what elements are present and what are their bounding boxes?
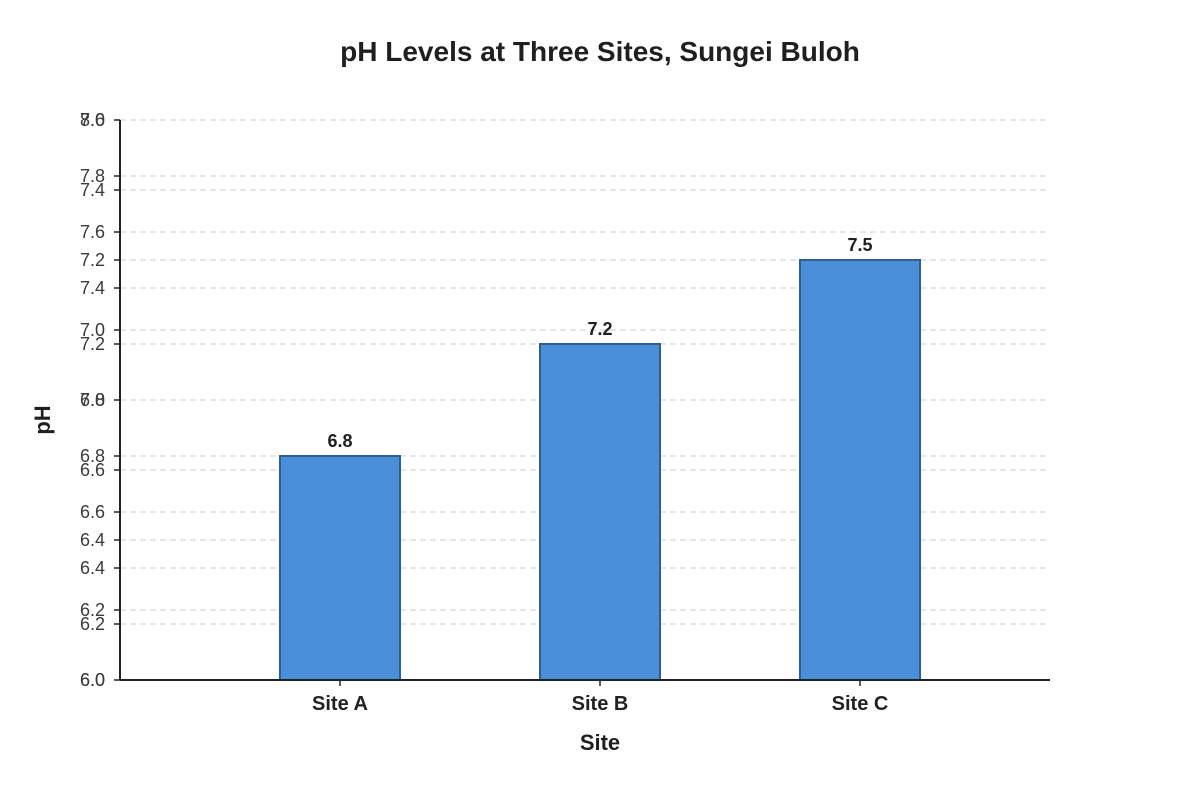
y-tick-label: 7.0 [80,390,105,410]
bars [279,259,921,681]
y-tick-label: 6.8 [80,390,105,410]
y-tick-label: 6.4 [80,558,105,578]
data-label: 6.8 [327,431,352,451]
y-tick-label: 6.2 [80,614,105,634]
y-axis-title: pH [30,405,55,434]
bar-site-b [539,343,661,681]
y-tick-label: 6.0 [80,670,105,690]
y-tick-label: 7.6 [80,222,105,242]
y-tick-label: 6.2 [80,600,105,620]
bar-site-c [799,259,921,681]
x-tick-label: Site B [572,693,629,715]
y-tick-label: 6.0 [80,670,105,690]
y-tick-label: 7.8 [80,166,105,186]
y-tick-label: 6.8 [80,446,105,466]
data-label: 7.5 [847,235,872,255]
data-label: 7.2 [587,319,612,339]
y-tick-label: 7.6 [80,110,105,130]
chart-title: pH Levels at Three Sites, Sungei Buloh [340,36,860,67]
y-tick-label: 6.6 [80,460,105,480]
y-tick-label: 7.0 [80,320,105,340]
x-axis-ticks: Site A Site B Site C [312,680,888,715]
y-tick-label: 7.4 [80,180,105,200]
y-tick-label: 7.4 [80,278,105,298]
y-tick-label: 8.0 [80,110,105,130]
y-tick-label: 6.4 [80,530,105,550]
y-tick-label: 7.2 [80,334,105,354]
y-tick-label: 7.2 [80,250,105,270]
y-tick-label: 6.6 [80,502,105,522]
bar-site-a [279,455,401,681]
x-tick-label: Site A [312,693,368,715]
x-axis-title: Site [580,730,620,755]
y-axis-ticks: 6.06.06.26.26.46.46.66.66.86.87.07.27.07… [80,110,120,690]
x-tick-label: Site C [832,693,889,715]
data-labels: 6.8 7.2 7.5 [327,235,872,451]
